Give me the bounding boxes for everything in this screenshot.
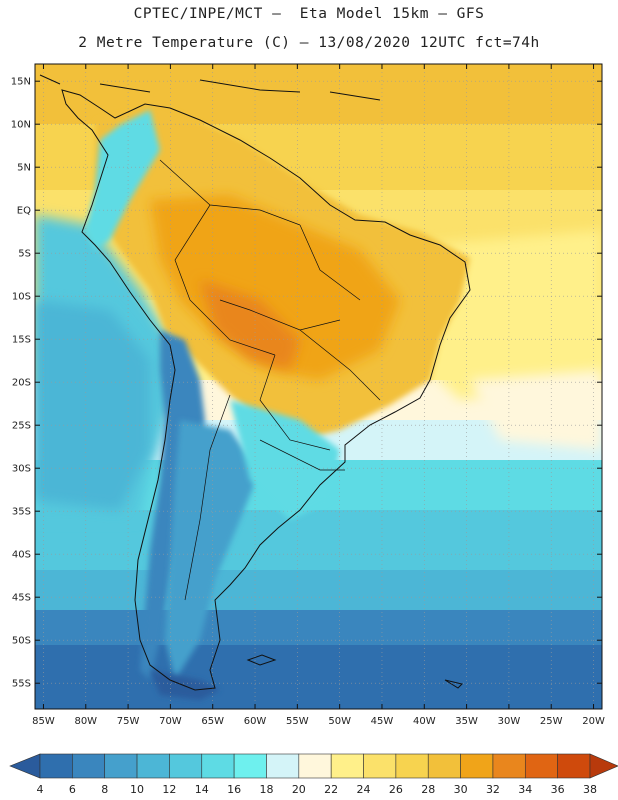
longitude-axis: 85W 80W 75W 70W 65W 60W 55W 50W 45W 40W 35W 30W 25W 2… (32, 64, 605, 727)
lat-tick-label: 10S (12, 292, 31, 303)
colorbar: 4 6 8 10 12 14 16 18 20 22 24 26 28 30 32 34 36 38 (9, 753, 618, 796)
lat-tick-label: 35S (12, 507, 31, 518)
border-lines (159, 159, 381, 601)
lat-tick-label: 15N (11, 77, 31, 88)
lon-tick-label: 45W (371, 716, 394, 727)
andes-north-cool (85, 110, 160, 250)
colorbar-segment (330, 753, 364, 779)
colorbar-level-label: 36 (551, 783, 565, 796)
lon-tick-label: 65W (201, 716, 224, 727)
colorbar-level-label: 10 (130, 783, 144, 796)
colorbar-level-label: 20 (292, 783, 306, 796)
lat-lon-grid (35, 64, 602, 709)
colorbar-level-label: 16 (227, 783, 241, 796)
colorbar-level-label: 14 (195, 783, 209, 796)
latitude-axis: 15N 10N 5N EQ 5S 10S 15S 20S 25S 30S 35S 40S 45S 50S 5… (11, 77, 602, 690)
lon-tick-label: 20W (582, 716, 605, 727)
coastline-overlay (39, 74, 471, 691)
colorbar-over-arrow (589, 753, 618, 779)
lon-tick-label: 50W (328, 716, 351, 727)
lon-tick-label: 25W (540, 716, 563, 727)
land-hot-core (150, 195, 400, 380)
lat-tick-label: 40S (12, 550, 31, 561)
colorbar-segment (524, 753, 558, 779)
colorbar-segment (266, 753, 300, 779)
pacific-cold-core (35, 300, 150, 510)
colorbar-level-label: 30 (454, 783, 468, 796)
colorbar-level-label: 22 (324, 783, 338, 796)
field-band-12c (35, 570, 602, 610)
lat-tick-label: 25S (12, 421, 31, 432)
coastline-south-america (61, 89, 471, 691)
colorbar-level-label: 24 (357, 783, 371, 796)
field-band-6c (35, 645, 602, 709)
coastline-caribbean (39, 74, 381, 101)
colorbar-level-label: 8 (101, 783, 108, 796)
falkland-islands (246, 654, 277, 666)
field-band-8c (35, 610, 602, 645)
lon-tick-label: 30W (498, 716, 521, 727)
lat-tick-label: 30S (12, 464, 31, 475)
colorbar-level-label: 34 (518, 783, 532, 796)
colorbar-segment (169, 753, 203, 779)
pampas-cool (230, 400, 340, 520)
colorbar-segment (363, 753, 397, 779)
colorbar-segment (492, 753, 526, 779)
colorbar-segment (39, 753, 73, 779)
lat-tick-label: 50S (12, 636, 31, 647)
colorbar-segment (395, 753, 429, 779)
lat-tick-label: 45S (12, 593, 31, 604)
colorbar-segment (460, 753, 494, 779)
colorbar-segment (557, 753, 591, 779)
map-frame (34, 63, 603, 710)
lon-tick-label: 85W (32, 716, 55, 727)
lat-tick-label: 20S (12, 378, 31, 389)
lon-tick-label: 60W (244, 716, 267, 727)
colorbar-level-label: 12 (162, 783, 176, 796)
atlantic-22c-region (470, 370, 602, 450)
colorbar-level-label: 4 (37, 783, 44, 796)
lat-tick-label: 10N (11, 120, 31, 131)
map-title-source: CPTEC/INPE/MCT – Eta Model 15km – GFS (133, 6, 485, 22)
colorbar-segment (136, 753, 170, 779)
colorbar-level-label: 32 (486, 783, 500, 796)
colorbar-segment (298, 753, 332, 779)
lon-tick-label: 75W (117, 716, 140, 727)
lon-tick-label: 40W (413, 716, 436, 727)
patagonia-cool (165, 420, 260, 680)
lat-tick-label: 5N (17, 163, 31, 174)
south-georgia (444, 679, 463, 689)
lon-tick-label: 35W (455, 716, 478, 727)
lon-tick-label: 55W (286, 716, 309, 727)
land-hottest-pocket (200, 280, 300, 370)
temperature-field (35, 64, 602, 709)
colorbar-level-label: 38 (583, 783, 597, 796)
colorbar-level-label: 18 (259, 783, 273, 796)
lat-tick-label: 15S (12, 335, 31, 346)
colorbar-segment (427, 753, 461, 779)
colorbar-level-label: 26 (389, 783, 403, 796)
colorbar-segment (201, 753, 235, 779)
colorbar-level-label: 28 (421, 783, 435, 796)
map-title-variable: 2 Metre Temperature (C) – 13/08/2020 12U… (78, 35, 540, 51)
lat-tick-label: 55S (12, 679, 31, 690)
andes-south-cold (140, 330, 205, 680)
lon-tick-label: 80W (74, 716, 97, 727)
colorbar-segment (72, 753, 106, 779)
colorbar-segment (104, 753, 138, 779)
lat-tick-label: 5S (18, 249, 31, 260)
lat-tick-label: EQ (17, 206, 31, 217)
colorbar-segment (233, 753, 267, 779)
colorbar-under-arrow (9, 753, 41, 779)
lon-tick-label: 70W (159, 716, 182, 727)
colorbar-level-label: 6 (69, 783, 76, 796)
